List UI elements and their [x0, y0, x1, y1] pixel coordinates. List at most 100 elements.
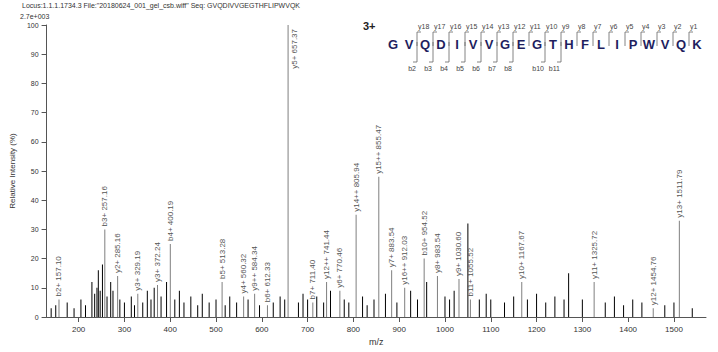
svg-text:40: 40 — [31, 197, 39, 204]
svg-text:y15++ 855.47: y15++ 855.47 — [374, 124, 383, 173]
svg-text:y6+ 770.46: y6+ 770.46 — [335, 247, 344, 287]
svg-text:H: H — [564, 37, 573, 52]
svg-text:b4+ 400.19: b4+ 400.19 — [166, 200, 175, 241]
svg-text:F: F — [581, 37, 589, 52]
svg-text:300: 300 — [118, 325, 132, 334]
svg-text:b11: b11 — [549, 65, 560, 72]
svg-text:y11: y11 — [530, 23, 541, 31]
svg-text:y4+ 560.32: y4+ 560.32 — [239, 253, 248, 293]
svg-text:y12: y12 — [514, 23, 525, 31]
svg-text:y9: y9 — [562, 23, 570, 31]
svg-text:y7+ 883.54: y7+ 883.54 — [387, 227, 396, 267]
svg-text:b7: b7 — [488, 65, 496, 72]
svg-text:b3+ 257.16: b3+ 257.16 — [100, 186, 109, 227]
svg-text:T: T — [549, 37, 557, 52]
svg-text:G: G — [388, 37, 398, 52]
svg-text:y9++ 584.34: y9++ 584.34 — [250, 246, 259, 291]
svg-text:y16++ 912.03: y16++ 912.03 — [400, 235, 409, 284]
svg-text:b5: b5 — [456, 65, 464, 72]
svg-text:700: 700 — [301, 325, 315, 334]
svg-text:V: V — [469, 37, 478, 52]
svg-text:G: G — [500, 37, 510, 52]
svg-text:I: I — [615, 37, 619, 52]
svg-text:b3: b3 — [424, 65, 432, 72]
svg-text:30: 30 — [31, 226, 39, 233]
svg-text:y14: y14 — [482, 23, 493, 31]
svg-text:900: 900 — [393, 325, 407, 334]
svg-text:y3+ 372.24: y3+ 372.24 — [153, 242, 162, 282]
svg-text:500: 500 — [209, 325, 223, 334]
svg-text:10: 10 — [31, 284, 39, 291]
svg-text:y5: y5 — [626, 23, 634, 31]
svg-text:E: E — [517, 37, 526, 52]
svg-text:V: V — [661, 37, 670, 52]
svg-text:50: 50 — [31, 168, 39, 175]
svg-text:1200: 1200 — [528, 325, 546, 334]
svg-text:y7: y7 — [594, 23, 602, 31]
svg-text:y8+ 983.54: y8+ 983.54 — [433, 233, 442, 273]
svg-text:60: 60 — [31, 138, 39, 145]
svg-text:b2+ 157.10: b2+ 157.10 — [54, 256, 63, 297]
svg-text:L: L — [597, 37, 605, 52]
svg-text:y10: y10 — [546, 23, 557, 31]
svg-text:b10+ 954.52: b10+ 954.52 — [420, 210, 429, 255]
svg-text:y12++ 741.44: y12++ 741.44 — [322, 229, 331, 278]
svg-text:K: K — [692, 37, 702, 52]
svg-text:Relative Intensity (%): Relative Intensity (%) — [8, 133, 17, 209]
svg-text:b7+ 711.40: b7+ 711.40 — [308, 259, 317, 299]
svg-text:1300: 1300 — [573, 325, 591, 334]
svg-text:0: 0 — [35, 314, 39, 321]
svg-text:y11+ 1325.72: y11+ 1325.72 — [590, 230, 599, 279]
svg-text:V: V — [485, 37, 494, 52]
svg-text:D: D — [436, 37, 445, 52]
svg-text:b8: b8 — [504, 65, 512, 72]
svg-text:y10+ 1167.67: y10+ 1167.67 — [517, 230, 526, 279]
svg-text:b4: b4 — [440, 65, 448, 72]
svg-text:2.7e+003: 2.7e+003 — [20, 13, 49, 20]
svg-text:b11+ 1055.52: b11+ 1055.52 — [466, 247, 475, 296]
svg-text:y8: y8 — [578, 23, 586, 31]
svg-text:200: 200 — [72, 325, 86, 334]
svg-text:y9+ 1030.60: y9+ 1030.60 — [454, 231, 463, 276]
svg-text:y13: y13 — [498, 23, 509, 31]
svg-text:Locus:1.1.1.1734.3 File:"20180: Locus:1.1.1.1734.3 File:"20180624_001_ge… — [22, 2, 300, 10]
svg-text:I: I — [455, 37, 459, 52]
svg-text:3+: 3+ — [363, 20, 376, 32]
svg-text:b6: b6 — [472, 65, 480, 72]
svg-text:1000: 1000 — [436, 325, 454, 334]
svg-text:y2+ 285.16: y2+ 285.16 — [113, 233, 122, 273]
svg-text:V: V — [405, 37, 414, 52]
svg-text:800: 800 — [347, 325, 361, 334]
svg-text:y17: y17 — [434, 23, 445, 31]
svg-text:70: 70 — [31, 109, 39, 116]
svg-text:y14++ 805.94: y14++ 805.94 — [352, 162, 361, 211]
svg-text:P: P — [629, 37, 638, 52]
svg-text:y1: y1 — [690, 23, 698, 31]
svg-text:600: 600 — [255, 325, 269, 334]
svg-text:b5+ 513.28: b5+ 513.28 — [218, 238, 227, 279]
svg-text:m/z: m/z — [369, 337, 384, 347]
svg-text:90: 90 — [31, 51, 39, 58]
svg-text:100: 100 — [27, 22, 39, 29]
svg-text:1100: 1100 — [482, 325, 500, 334]
svg-text:G: G — [532, 37, 542, 52]
svg-text:400: 400 — [164, 325, 178, 334]
svg-text:y3: y3 — [658, 23, 666, 31]
svg-text:y12+ 1454.76: y12+ 1454.76 — [649, 256, 658, 305]
svg-text:b10: b10 — [532, 65, 544, 72]
svg-text:Q: Q — [420, 37, 430, 52]
svg-text:1500: 1500 — [665, 325, 683, 334]
svg-text:y2: y2 — [674, 23, 682, 31]
svg-text:y5+ 657.37: y5+ 657.37 — [290, 28, 299, 68]
svg-text:y4: y4 — [642, 23, 650, 31]
svg-text:20: 20 — [31, 255, 39, 262]
svg-text:1400: 1400 — [619, 325, 637, 334]
svg-text:y18: y18 — [418, 23, 429, 31]
svg-text:Q: Q — [676, 37, 686, 52]
svg-text:y3+ 329.19: y3+ 329.19 — [133, 250, 142, 290]
svg-text:80: 80 — [31, 80, 39, 87]
svg-text:y16: y16 — [450, 23, 461, 31]
svg-text:y13+ 1511.79: y13+ 1511.79 — [675, 169, 684, 218]
svg-text:y15: y15 — [466, 23, 477, 31]
svg-text:W: W — [643, 37, 656, 52]
